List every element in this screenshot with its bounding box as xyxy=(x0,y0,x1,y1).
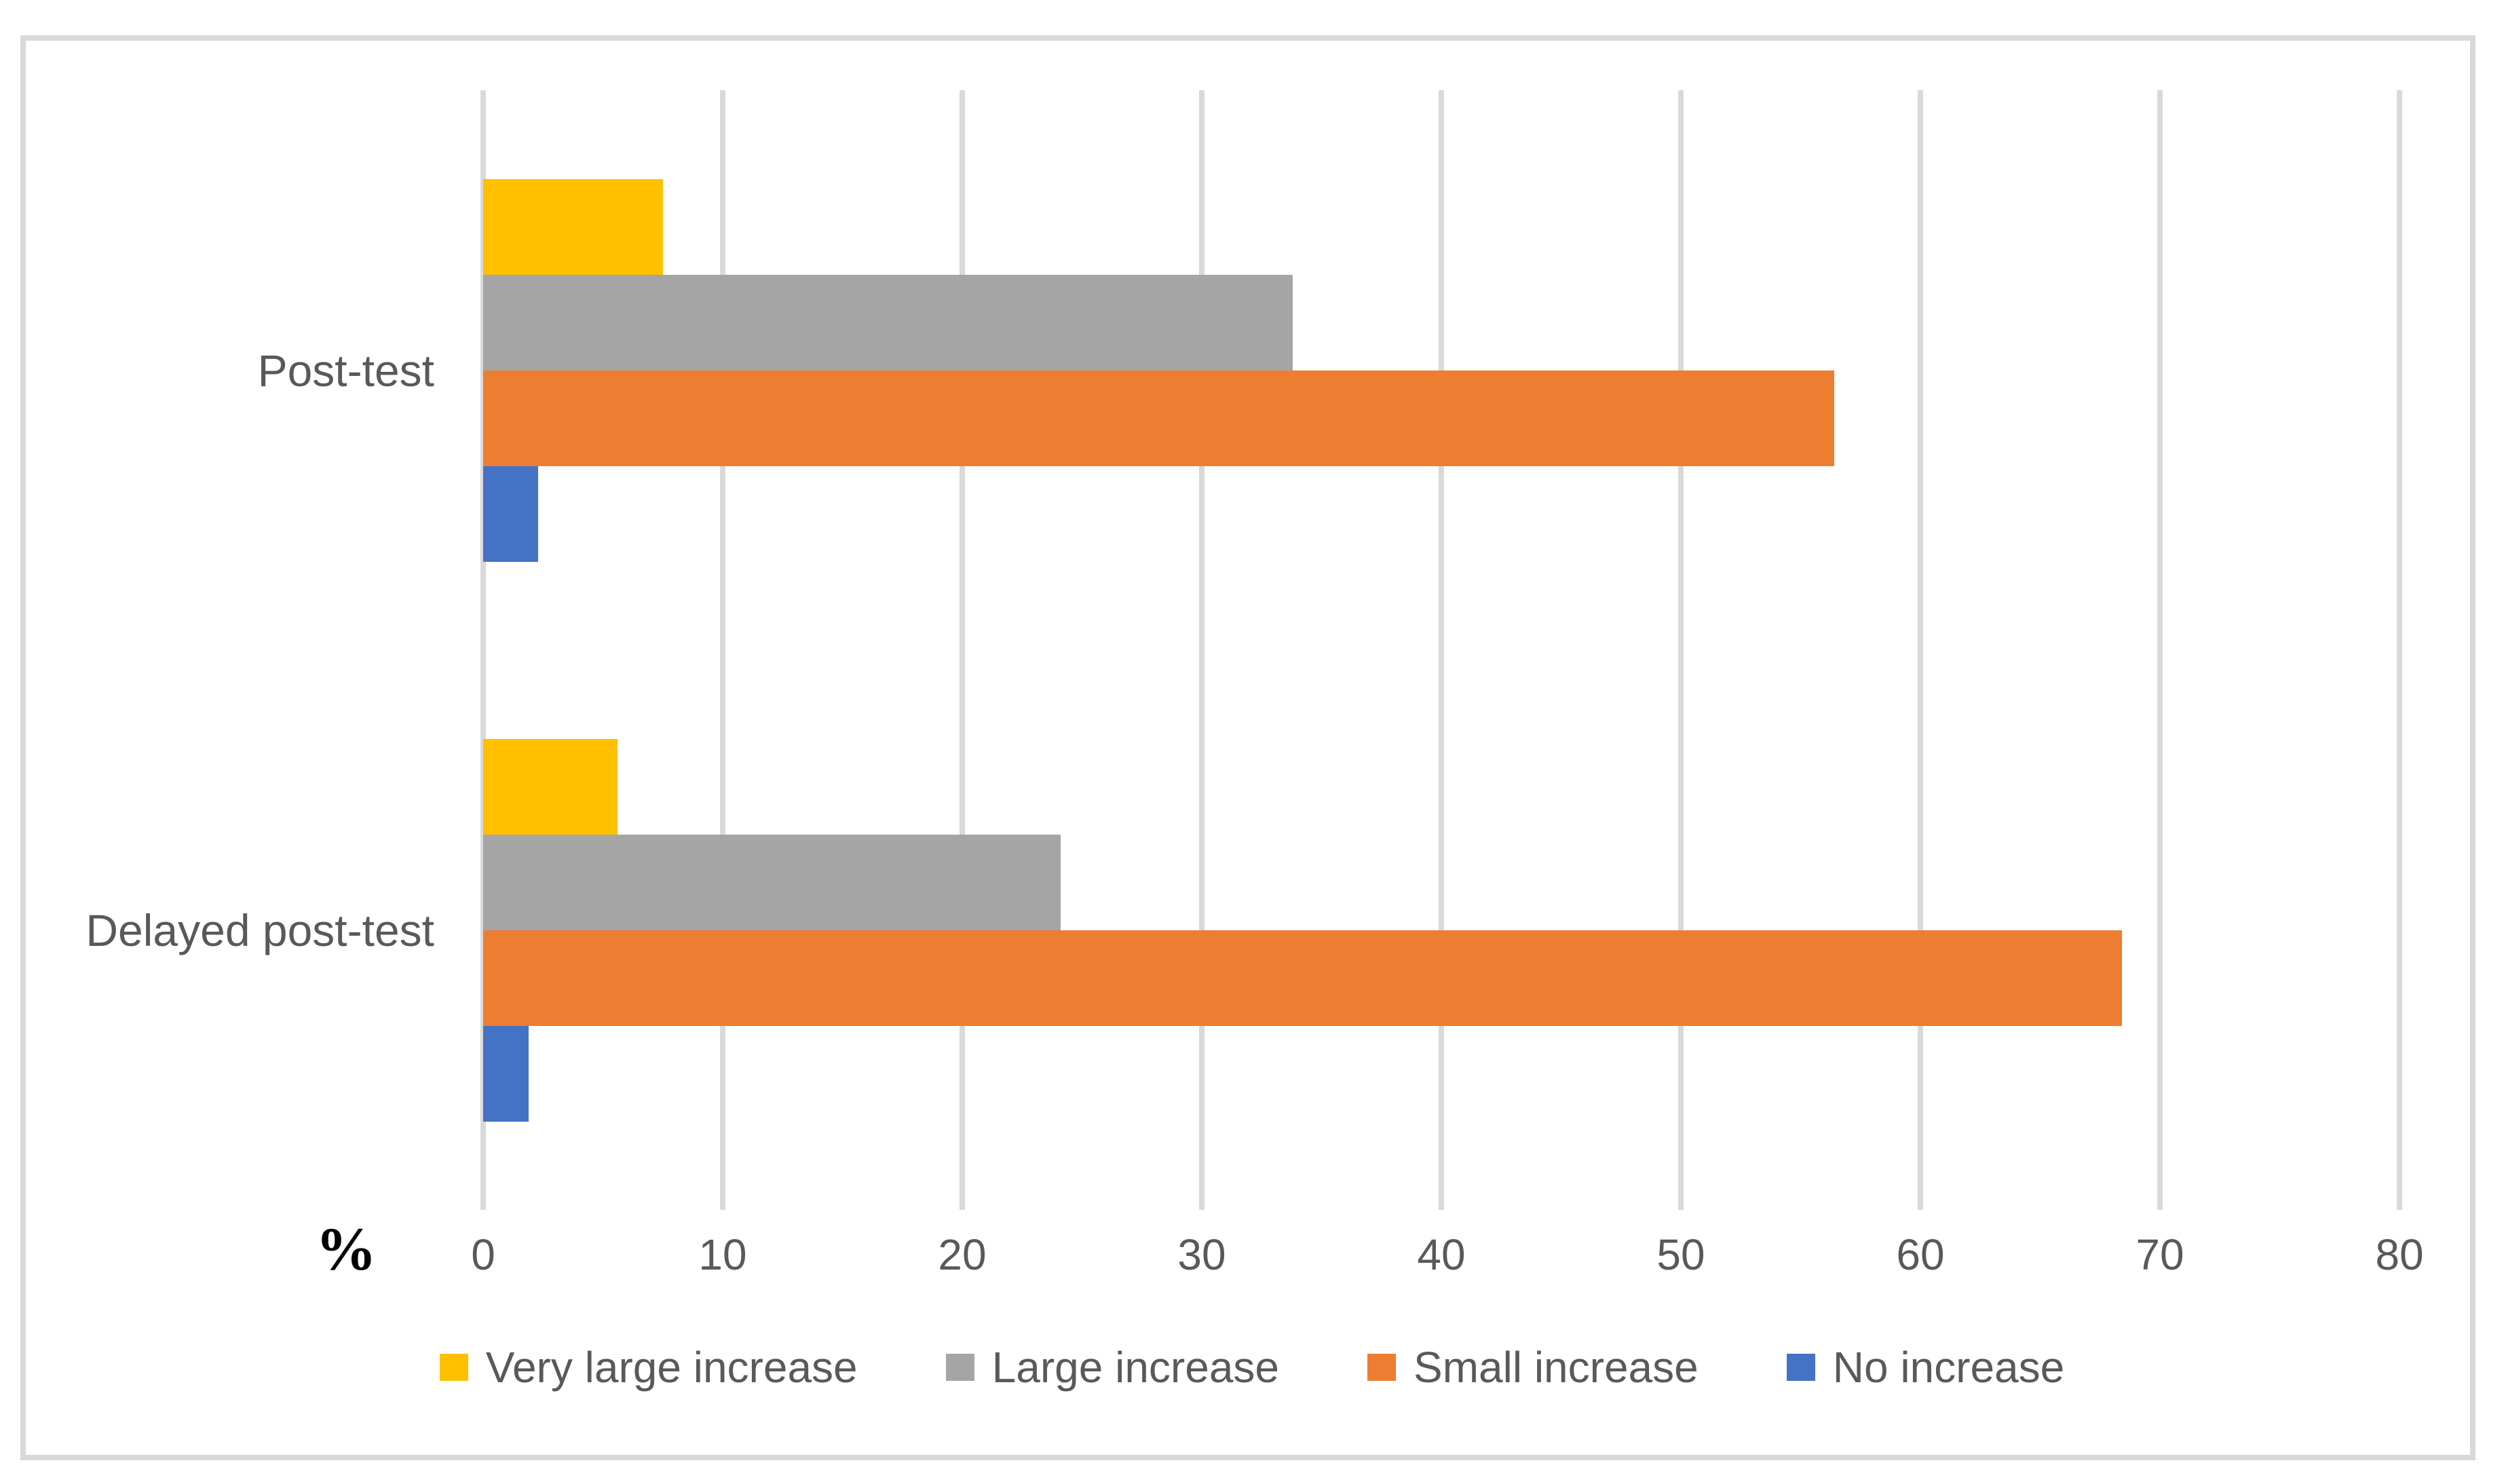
legend-label-no-increase: No increase xyxy=(1832,1343,2065,1392)
bar-delayed-post-test-small-increase xyxy=(483,930,2122,1026)
gridline-50 xyxy=(1678,90,1684,1210)
gridline-70 xyxy=(2157,90,2163,1210)
plot-area xyxy=(480,90,2402,1210)
tick-label-40: 40 xyxy=(1417,1230,1466,1279)
legend-label-small-increase: Small increase xyxy=(1414,1343,1699,1392)
tick-label-10: 10 xyxy=(698,1230,747,1279)
gridline-80 xyxy=(2397,90,2402,1210)
gridline-60 xyxy=(1918,90,1923,1210)
legend-marker-very-large-increase xyxy=(439,1354,468,1381)
tick-label-20: 20 xyxy=(938,1230,987,1279)
legend-item-no-increase: No increase xyxy=(1786,1342,2065,1392)
gridline-30 xyxy=(1199,90,1204,1210)
legend-marker-large-increase xyxy=(945,1354,974,1381)
legend-marker-small-increase xyxy=(1367,1354,1396,1381)
legend-item-very-large-increase: Very large increase xyxy=(439,1342,858,1392)
tick-label-50: 50 xyxy=(1656,1230,1705,1279)
category-label-post-test: Post-test xyxy=(257,345,434,396)
legend-item-small-increase: Small increase xyxy=(1367,1342,1699,1392)
x-axis-title: % xyxy=(316,1216,377,1283)
gridline-10 xyxy=(720,90,725,1210)
gridline-40 xyxy=(1439,90,1444,1210)
tick-label-80: 80 xyxy=(2375,1230,2424,1279)
bar-post-test-small-increase xyxy=(483,370,1834,466)
legend-item-large-increase: Large increase xyxy=(945,1342,1279,1392)
bar-post-test-very-large-increase xyxy=(483,178,663,275)
bar-post-test-no-increase xyxy=(483,465,539,562)
tick-label-0: 0 xyxy=(471,1230,495,1279)
tick-label-70: 70 xyxy=(2136,1230,2184,1279)
bar-delayed-post-test-large-increase xyxy=(483,834,1061,930)
tick-label-60: 60 xyxy=(1896,1230,1945,1279)
gridline-20 xyxy=(960,90,965,1210)
tick-label-30: 30 xyxy=(1177,1230,1226,1279)
chart-outer-border xyxy=(20,35,2475,1460)
gridline-0 xyxy=(480,90,486,1210)
bar-delayed-post-test-very-large-increase xyxy=(483,738,618,835)
legend-label-very-large-increase: Very large increase xyxy=(485,1343,858,1392)
legend-marker-no-increase xyxy=(1786,1354,1815,1381)
legend-label-large-increase: Large increase xyxy=(991,1343,1279,1392)
category-label-delayed-post-test: Delayed post-test xyxy=(86,905,434,955)
bar-delayed-post-test-no-increase xyxy=(483,1025,529,1122)
bar-post-test-large-increase xyxy=(483,274,1293,370)
legend: Very large increase Large increase Small i… xyxy=(0,1342,2504,1392)
